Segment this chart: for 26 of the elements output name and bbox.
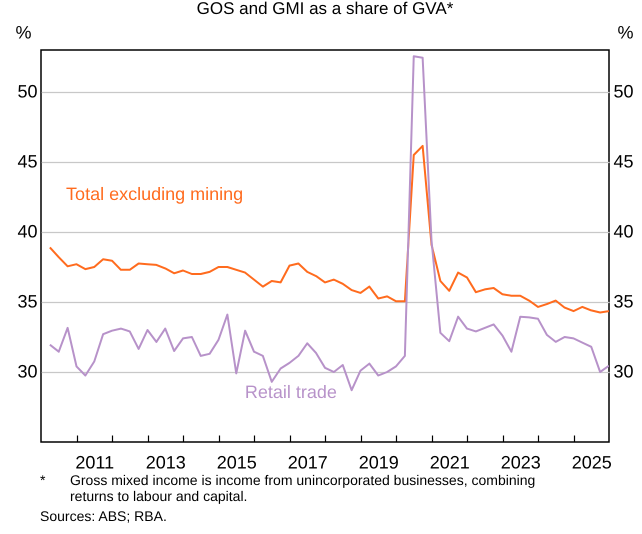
- text: * Gross mixed income is income from unincorporated businesses, combining returns to labour and capital.: [40, 472, 536, 504]
- x-tick-label: 2011: [75, 452, 114, 472]
- x-tick-label: 2025: [572, 452, 612, 472]
- y2-tick-label: 50: [614, 82, 634, 102]
- text: Total excluding mining: [66, 184, 244, 204]
- x-tick-label: 2023: [500, 452, 541, 472]
- y2-tick-label: 45: [614, 152, 634, 172]
- y-tick-label: 45: [17, 152, 38, 172]
- x-tick-label: 2017: [288, 452, 328, 472]
- y-axis-title: %: [15, 22, 32, 42]
- series-label: Retail trade: [244, 382, 337, 402]
- y-tick-label: 50: [17, 82, 38, 102]
- x-tick-label: 2019: [358, 452, 399, 472]
- line-series: [48, 144, 609, 314]
- y-tick-label: 35: [17, 292, 38, 312]
- chart-title: GOS and GMI as a share of GVA*: [196, 0, 454, 18]
- x-tick-label: 2021: [430, 452, 470, 472]
- source-note: Sources: ABS; RBA.: [40, 508, 168, 524]
- y-tick-label: 30: [17, 362, 38, 382]
- y2-tick-label: 30: [614, 362, 634, 382]
- x-tick-label: 2015: [216, 452, 257, 472]
- y2-axis-title: %: [617, 22, 634, 42]
- y-tick-label: 40: [17, 222, 38, 242]
- y2-tick-label: 35: [614, 292, 634, 312]
- y2-tick-label: 40: [614, 222, 634, 242]
- x-tick-label: 2013: [146, 452, 186, 472]
